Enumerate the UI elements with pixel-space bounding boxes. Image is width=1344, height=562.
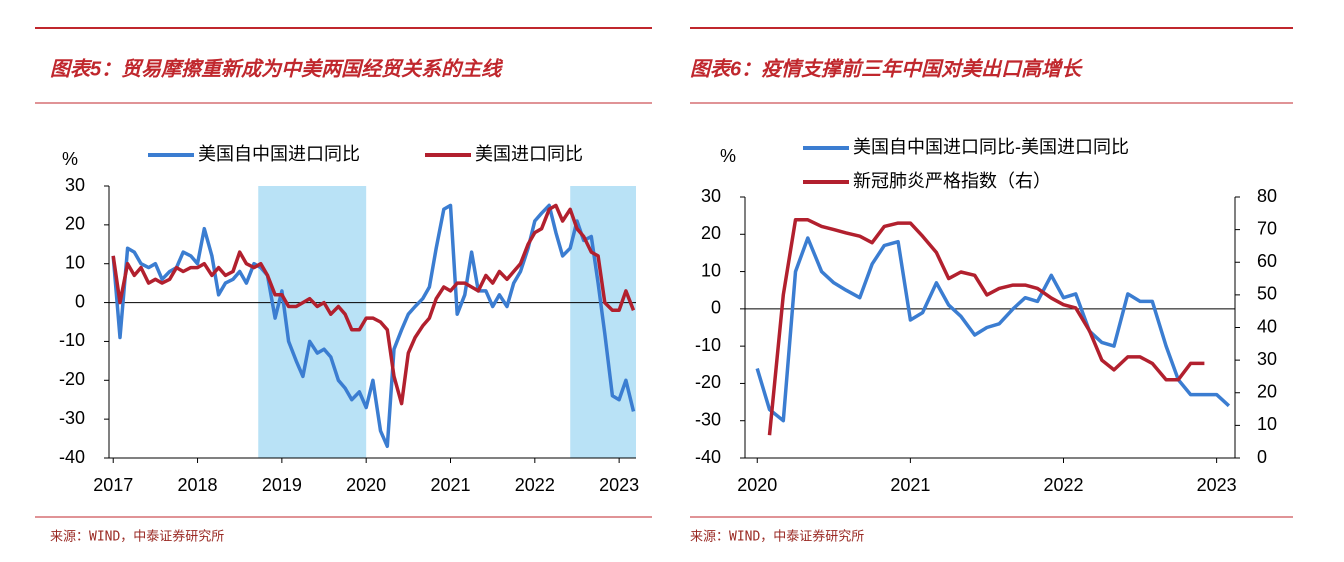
y-tick-label: 0 [75, 291, 85, 311]
chart-title: 图表5：贸易摩擦重新成为中美两国经贸关系的主线 [50, 57, 504, 80]
y2-tick-label: 80 [1257, 186, 1277, 206]
y2-tick-label: 50 [1257, 284, 1277, 304]
x-tick-label: 2023 [1197, 475, 1237, 495]
x-tick-label: 2020 [346, 475, 386, 495]
y-tick-label: 20 [65, 214, 85, 234]
x-tick-label: 2022 [1043, 475, 1083, 495]
series-line [755, 236, 1231, 423]
y-unit-label: % [62, 149, 78, 169]
chart-title: 图表6：疫情支撑前三年中国对美出口高增长 [690, 57, 1083, 80]
x-tick-label: 2020 [737, 475, 777, 495]
y2-tick-label: 10 [1257, 414, 1277, 434]
y-tick-label: 30 [65, 175, 85, 195]
y-tick-label: -10 [59, 330, 85, 350]
y-tick-label: -10 [695, 335, 721, 355]
x-tick-label: 2019 [262, 475, 302, 495]
y-tick-label: 30 [701, 186, 721, 206]
x-tick-label: 2018 [178, 475, 218, 495]
y-tick-label: -30 [695, 409, 721, 429]
y2-tick-label: 30 [1257, 349, 1277, 369]
y-tick-label: -40 [59, 447, 85, 467]
y2-tick-label: 0 [1257, 447, 1267, 467]
y2-tick-label: 70 [1257, 218, 1277, 238]
source-note: 来源：WIND，中泰证券研究所 [690, 529, 864, 545]
x-tick-label: 2021 [430, 475, 470, 495]
y-tick-label: 10 [65, 252, 85, 272]
legend-label: 美国进口同比 [475, 144, 583, 164]
y-tick-label: 20 [701, 223, 721, 243]
x-tick-label: 2023 [599, 475, 639, 495]
series-line [767, 218, 1205, 436]
legend-label: 新冠肺炎严格指数（右） [853, 171, 1051, 191]
legend-label: 美国自中国进口同比 [198, 144, 360, 164]
y2-tick-label: 20 [1257, 382, 1277, 402]
legend-label: 美国自中国进口同比-美国进口同比 [853, 137, 1129, 157]
y-tick-label: -40 [695, 447, 721, 467]
y2-tick-label: 40 [1257, 316, 1277, 336]
y-unit-label: % [720, 146, 736, 166]
series-line [111, 203, 636, 406]
source-note: 来源：WIND，中泰证券研究所 [50, 529, 224, 545]
y2-tick-label: 60 [1257, 251, 1277, 271]
y-tick-label: -20 [59, 369, 85, 389]
x-tick-label: 2022 [515, 475, 555, 495]
series-line [111, 203, 636, 449]
y-tick-label: -30 [59, 408, 85, 428]
y-tick-label: 0 [711, 298, 721, 318]
x-tick-label: 2021 [890, 475, 930, 495]
y-tick-label: -20 [695, 372, 721, 392]
x-tick-label: 2017 [93, 475, 133, 495]
y-tick-label: 10 [701, 260, 721, 280]
